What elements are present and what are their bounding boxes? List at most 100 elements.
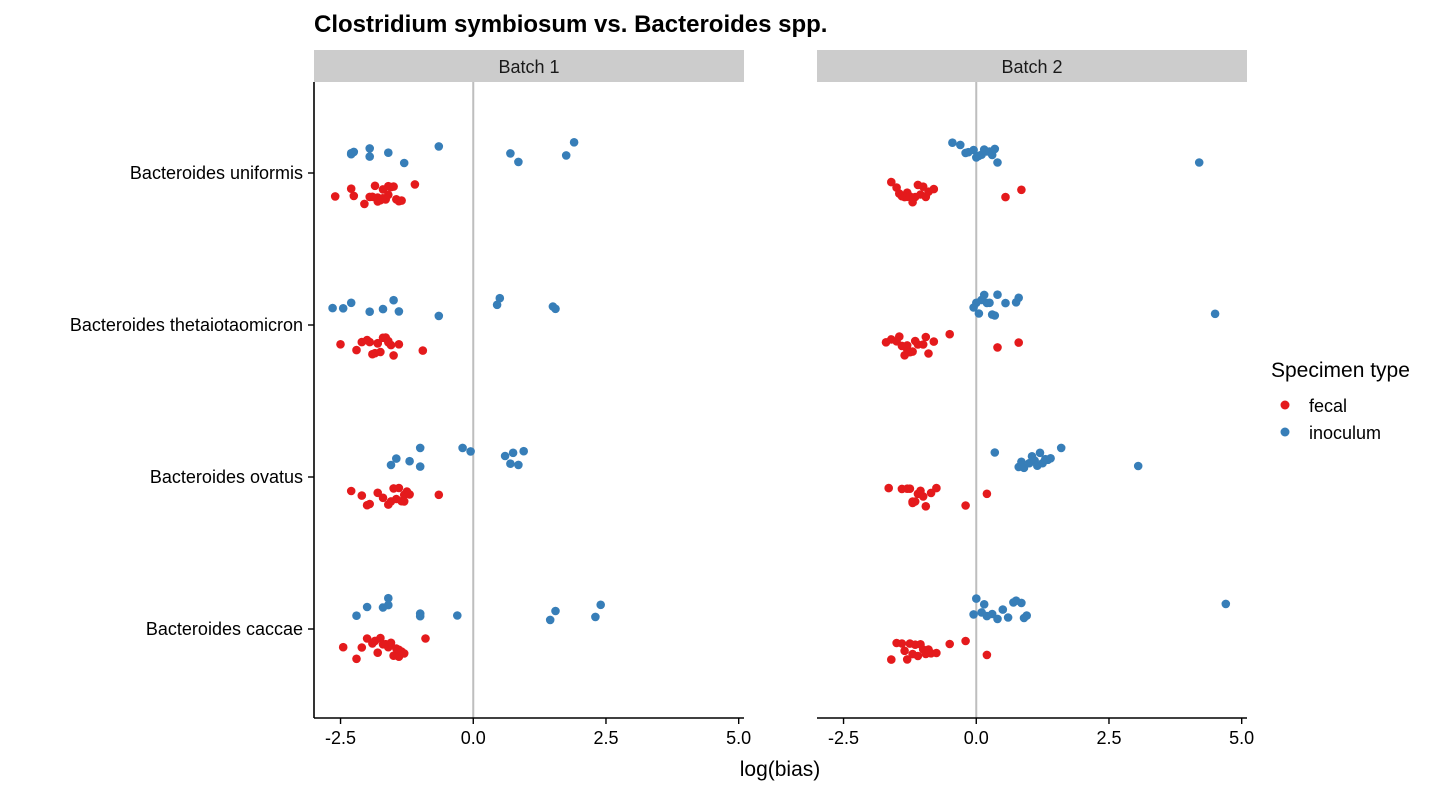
data-point [338,304,348,313]
data-point [399,649,409,658]
panel-batch-2: Batch 2 -2.5 0.0 2.5 5.0 [817,50,1254,748]
data-point [458,443,467,453]
x-tick-label: -2.5 [828,728,859,748]
x-axis-title: log(bias) [740,758,821,781]
data-point [466,447,475,456]
data-point [1003,613,1013,622]
x-tick-label: 2.5 [593,728,618,748]
data-point [993,158,1002,167]
data-point [453,611,462,620]
data-point [365,499,375,509]
data-point [969,145,978,155]
data-point [389,351,398,360]
data-point [415,462,425,471]
data-point [346,148,356,158]
data-point [924,349,933,358]
data-point [918,340,928,349]
data-point [596,600,605,610]
x-tick-label: 5.0 [726,728,751,748]
data-point [357,491,367,500]
data-point [913,651,923,661]
data-point [405,456,414,466]
data-point [328,303,337,313]
data-point [370,181,380,191]
series-fecal [330,180,444,664]
data-point [993,290,1002,300]
series-inoculum [328,138,605,625]
data-point [346,298,356,308]
data-point [982,489,992,499]
data-point [386,340,396,350]
legend-label-inoculum: inoculum [1309,423,1381,443]
data-point [346,184,356,193]
data-point [887,177,896,187]
data-point [569,138,579,147]
data-point [346,486,356,496]
facet-strip [817,50,1247,82]
y-tick-label: Bacteroides thetaiotaomicron [70,315,303,335]
data-point [365,337,375,347]
data-point [330,192,340,201]
data-point [506,459,515,469]
data-point [1001,192,1010,202]
data-point [1017,185,1026,195]
data-point [897,639,907,648]
chart-title: Clostridium symbiosum vs. Bacteroides sp… [314,11,827,38]
x-tick-label: 0.0 [461,728,486,748]
facet-strip [314,50,744,82]
x-tick-label: 0.0 [964,728,989,748]
series-inoculum [948,138,1231,624]
data-point [990,144,1000,154]
data-point [514,157,523,167]
data-point [948,138,957,147]
data-point [415,443,425,453]
data-point [551,304,560,314]
data-point [352,611,361,620]
data-point [389,295,398,305]
data-point [902,341,912,350]
data-point [961,501,970,510]
data-point [434,490,444,500]
data-point [492,300,502,310]
facet-strip-label: Batch 1 [498,57,559,77]
legend-key-inoculum [1280,427,1290,437]
x-tick-label: -2.5 [325,728,356,748]
data-point [900,646,909,656]
data-point [1014,293,1023,303]
data-point [985,298,994,308]
data-point [519,446,528,456]
x-tick-label: 2.5 [1096,728,1121,748]
data-point [352,654,361,664]
data-point [993,614,1002,624]
panels-layer: Batch 1 -2.5 0.0 2.5 5.0 Batch 2 -2.5 0.0 2.5 5.0 [314,50,1254,748]
data-point [394,483,404,493]
data-point [921,502,931,511]
data-point [384,593,393,603]
data-point [373,339,383,348]
series-fecal [881,177,1026,664]
data-point [998,605,1008,614]
x-tick-label: 5.0 [1229,728,1254,748]
data-point [352,345,361,355]
data-point [349,191,359,201]
data-point [895,332,904,341]
data-point [399,158,409,168]
data-point [1133,461,1143,471]
y-axis: Bacteroides uniformis Bacteroides thetaio… [70,82,315,718]
data-point [545,615,555,625]
data-point [386,460,396,470]
data-point [945,639,954,649]
y-tick-label: Bacteroides caccae [146,619,303,639]
data-point [956,140,965,150]
data-point [1022,611,1031,620]
data-point [887,655,896,664]
data-point [500,451,510,461]
data-point [365,144,375,153]
data-point [421,634,430,643]
data-point [362,602,372,612]
data-point [961,636,970,646]
data-point [384,148,393,157]
data-point [561,151,571,160]
data-point [378,493,388,503]
